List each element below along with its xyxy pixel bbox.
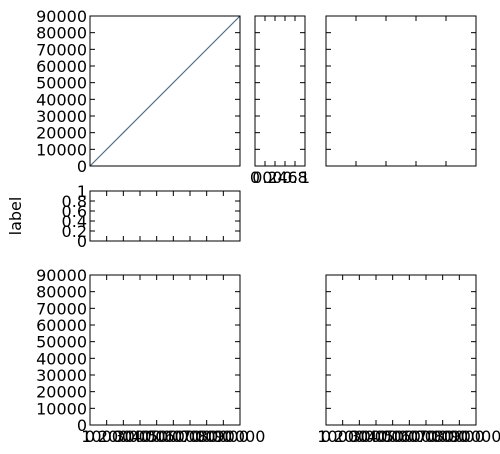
x-tick-label: 80000 [198,427,249,446]
x-tick-label: 0.2 [252,168,277,187]
y-tick-label: 0.8 [62,192,87,211]
y-tick-label: 40000 [36,349,87,368]
y-tick-label: 80000 [36,24,87,43]
y-tick-label: 20000 [36,124,87,143]
y-tick-label: 60000 [36,316,87,335]
x-tick-label: 20000 [98,427,149,446]
y-tick-label: 10000 [36,399,87,418]
x-tick-label: 60000 [401,427,452,446]
y-tick-label: 70000 [36,40,87,59]
y-tick-label: 10000 [36,140,87,159]
y-tick-label: 40000 [36,90,87,109]
x-tick-label: 10000 [81,427,132,446]
y-tick-label: 60000 [36,57,87,76]
y-tick-label: 30000 [36,366,87,385]
x-tick-label: 70000 [181,427,232,446]
x-tick-label: 40000 [131,427,182,446]
y-axis-label: label [6,197,25,236]
series-line [89,15,241,167]
x-tick-label: 30000 [115,427,166,446]
y-tick-label: 1 [77,182,87,201]
subplot-bottom-right: 0100002000030000400005000060000700008000… [317,274,500,446]
subplot-bottom-left: 0100002000030000400005000060000700008000… [36,266,265,446]
axes-frame [254,15,306,167]
y-tick-label: 90000 [36,266,87,285]
subplot-short: 00.20.40.60.81 label [6,182,241,251]
x-tick-label: 70000 [417,427,468,446]
x-tick-label: 0.6 [272,168,297,187]
x-tick-label: 1 [300,168,310,187]
y-tick-label: 80000 [36,283,87,302]
x-tick-label: 40000 [367,427,418,446]
subplot-narrow: 00.20.40.60.81 [250,15,310,187]
y-tick-label: 0 [77,232,87,251]
x-tick-label: 0 [85,427,95,446]
x-tick-label: 0.4 [262,168,287,187]
x-tick-label: 30000 [351,427,402,446]
x-tick-label: 10000 [317,427,368,446]
x-tick-label: 0 [321,427,331,446]
y-tick-label: 0.4 [62,212,87,231]
x-tick-label: 50000 [148,427,199,446]
axes-frame [89,190,241,242]
axes-frame [325,15,477,167]
y-tick-label: 90000 [36,7,87,26]
y-tick-label: 0.6 [62,202,87,221]
y-tick-label: 50000 [36,74,87,93]
x-tick-label: 90000 [215,427,266,446]
y-tick-label: 0.2 [62,222,87,241]
subplot-main: 0100002000030000400005000060000700008000… [36,7,241,176]
y-tick-label: 20000 [36,383,87,402]
x-tick-label: 0.8 [282,168,307,187]
y-tick-label: 0 [77,157,87,176]
x-tick-label: 50000 [384,427,435,446]
y-tick-label: 50000 [36,333,87,352]
y-tick-label: 0 [77,416,87,435]
y-tick-label: 70000 [36,299,87,318]
x-tick-label: 0 [250,168,260,187]
axes-frame [325,274,477,426]
x-tick-label: 20000 [334,427,385,446]
y-tick-label: 30000 [36,107,87,126]
x-tick-label: 90000 [451,427,500,446]
axes-frame [89,15,241,167]
axes-frame [89,274,241,426]
x-tick-label: 60000 [165,427,216,446]
subplot-top-right [325,15,477,167]
x-tick-label: 80000 [434,427,485,446]
